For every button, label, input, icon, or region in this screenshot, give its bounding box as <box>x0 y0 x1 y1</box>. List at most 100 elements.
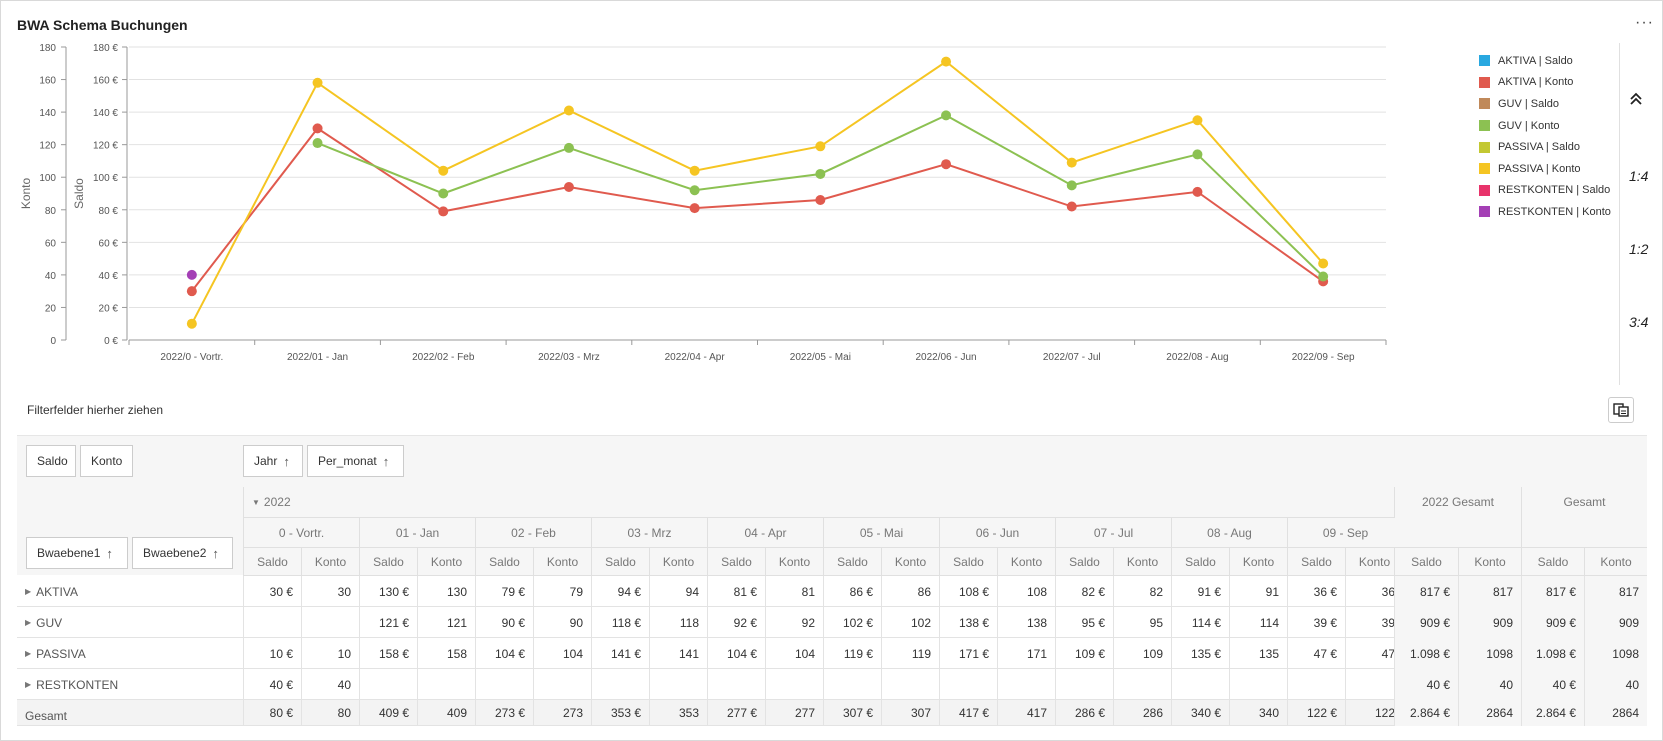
x-tick-label: 2022/02 - Feb <box>412 352 475 363</box>
table-cell <box>533 669 591 700</box>
chevron-double-up-icon[interactable] <box>1629 92 1643 111</box>
expand-triangle-icon[interactable]: ▶ <box>25 649 32 658</box>
table-cell: 2864 <box>1458 700 1521 726</box>
table-cell: 158 <box>417 638 475 669</box>
table-cell: 91 € <box>1171 576 1229 607</box>
measure-header: Konto <box>301 548 359 576</box>
table-cell <box>881 669 939 700</box>
measure-header: Saldo <box>707 548 765 576</box>
table-cell: 817 <box>1458 576 1521 607</box>
table-cell: 817 € <box>1394 576 1458 607</box>
table-cell <box>707 669 765 700</box>
zoom-1-4-button[interactable]: 1:4 <box>1629 168 1649 184</box>
measure-header: Saldo <box>243 548 301 576</box>
legend-item[interactable]: RESTKONTEN | Konto <box>1479 201 1611 223</box>
month-header[interactable]: 02 - Feb <box>475 518 591 548</box>
month-header[interactable]: 06 - Jun <box>939 518 1055 548</box>
column-field-chip-per-monat[interactable]: Per_monat ↑ <box>307 445 404 477</box>
legend-item[interactable]: RESTKONTEN | Saldo <box>1479 180 1611 202</box>
table-cell: 118 <box>649 607 707 638</box>
month-header[interactable]: 01 - Jan <box>359 518 475 548</box>
table-cell: 121 <box>417 607 475 638</box>
y-left-tick-label: 0 <box>50 336 56 347</box>
table-cell <box>1055 669 1113 700</box>
month-header[interactable]: 07 - Jul <box>1055 518 1171 548</box>
table-cell: 114 <box>1229 607 1287 638</box>
table-cell: 130 <box>417 576 475 607</box>
y-right-tick-label: 40 € <box>99 271 119 282</box>
table-cell: 138 € <box>939 607 997 638</box>
collapse-triangle-icon[interactable]: ▼ <box>252 497 260 507</box>
y-right-tick-label: 60 € <box>99 238 119 249</box>
table-cell: 79 <box>533 576 591 607</box>
sort-arrow-icon[interactable]: ↑ <box>382 453 390 469</box>
row-header[interactable]: ▶ PASSIVA <box>17 638 243 669</box>
month-header[interactable]: 08 - Aug <box>1171 518 1287 548</box>
month-header[interactable]: 05 - Mai <box>823 518 939 548</box>
table-cell: 40 <box>1584 669 1647 700</box>
export-icon[interactable] <box>1608 397 1634 423</box>
expand-triangle-icon[interactable]: ▶ <box>25 587 32 596</box>
y-left-axis-title: Konto <box>19 177 33 209</box>
filter-drop-area[interactable]: Filterfelder hierher ziehen <box>27 403 164 417</box>
year-label: 2022 <box>263 495 291 509</box>
year-header[interactable]: ▼ 2022 <box>243 487 1394 518</box>
legend-item[interactable]: GUV | Saldo <box>1479 93 1611 115</box>
month-header[interactable]: 09 - Sep <box>1287 518 1403 548</box>
table-cell: 138 <box>997 607 1055 638</box>
row-label: PASSIVA <box>36 646 86 661</box>
table-cell <box>475 669 533 700</box>
expand-triangle-icon[interactable]: ▶ <box>25 618 32 627</box>
sort-arrow-icon[interactable]: ↑ <box>283 453 290 469</box>
data-point <box>563 105 574 116</box>
legend-label: PASSIVA | Saldo <box>1498 141 1580 154</box>
table-cell: 95 <box>1113 607 1171 638</box>
row-header[interactable]: ▶ GUV <box>17 607 243 638</box>
month-header[interactable]: 0 - Vortr. <box>243 518 359 548</box>
expand-triangle-icon[interactable]: ▶ <box>25 680 32 689</box>
ellipsis-icon[interactable]: ··· <box>1635 14 1654 31</box>
legend-label: AKTIVA | Saldo <box>1498 54 1573 67</box>
column-field-chip-jahr[interactable]: Jahr ↑ <box>243 445 303 477</box>
measure-header: Konto <box>533 548 591 576</box>
data-point <box>563 142 574 153</box>
row-header[interactable]: ▶ RESTKONTEN <box>17 669 243 700</box>
zoom-3-4-button[interactable]: 3:4 <box>1629 314 1649 330</box>
y-right-tick-label: 0 € <box>104 336 118 347</box>
legend-item[interactable]: PASSIVA | Saldo <box>1479 136 1611 158</box>
y-left-tick-label: 120 <box>39 141 56 152</box>
table-cell: 86 <box>881 576 939 607</box>
measure-header: Saldo <box>939 548 997 576</box>
table-cell: 141 € <box>591 638 649 669</box>
data-field-chip-konto[interactable]: Konto <box>80 445 133 477</box>
sort-arrow-icon[interactable]: ↑ <box>106 545 113 561</box>
table-cell: 277 <box>765 700 823 726</box>
y-right-tick-label: 80 € <box>99 206 119 217</box>
measure-header: Saldo <box>475 548 533 576</box>
table-cell <box>997 669 1055 700</box>
table-cell: 353 € <box>591 700 649 726</box>
table-cell: 102 <box>881 607 939 638</box>
table-cell: 94 <box>649 576 707 607</box>
month-header[interactable]: 04 - Apr <box>707 518 823 548</box>
table-cell: 130 € <box>359 576 417 607</box>
row-header[interactable]: ▶ AKTIVA <box>17 576 243 607</box>
legend-item[interactable]: AKTIVA | Konto <box>1479 72 1611 94</box>
table-cell: 82 € <box>1055 576 1113 607</box>
month-header[interactable]: 03 - Mrz <box>591 518 707 548</box>
widget-title: BWA Schema Buchungen <box>17 17 188 33</box>
row-field-chip-bwaebene1[interactable]: Bwaebene1 ↑ <box>26 537 128 569</box>
table-cell: 121 € <box>359 607 417 638</box>
legend-item[interactable]: AKTIVA | Saldo <box>1479 50 1611 72</box>
table-cell: 10 <box>301 638 359 669</box>
y-right-tick-label: 120 € <box>93 141 118 152</box>
measure-header: Konto <box>417 548 475 576</box>
legend-item[interactable]: PASSIVA | Konto <box>1479 158 1611 180</box>
row-field-chip-bwaebene2[interactable]: Bwaebene2 ↑ <box>132 537 233 569</box>
legend-item[interactable]: GUV | Konto <box>1479 115 1611 137</box>
table-cell: 39 <box>1345 607 1403 638</box>
data-point <box>815 195 826 206</box>
sort-arrow-icon[interactable]: ↑ <box>212 545 219 561</box>
data-field-chip-saldo[interactable]: Saldo <box>26 445 76 477</box>
zoom-1-2-button[interactable]: 1:2 <box>1629 241 1649 257</box>
